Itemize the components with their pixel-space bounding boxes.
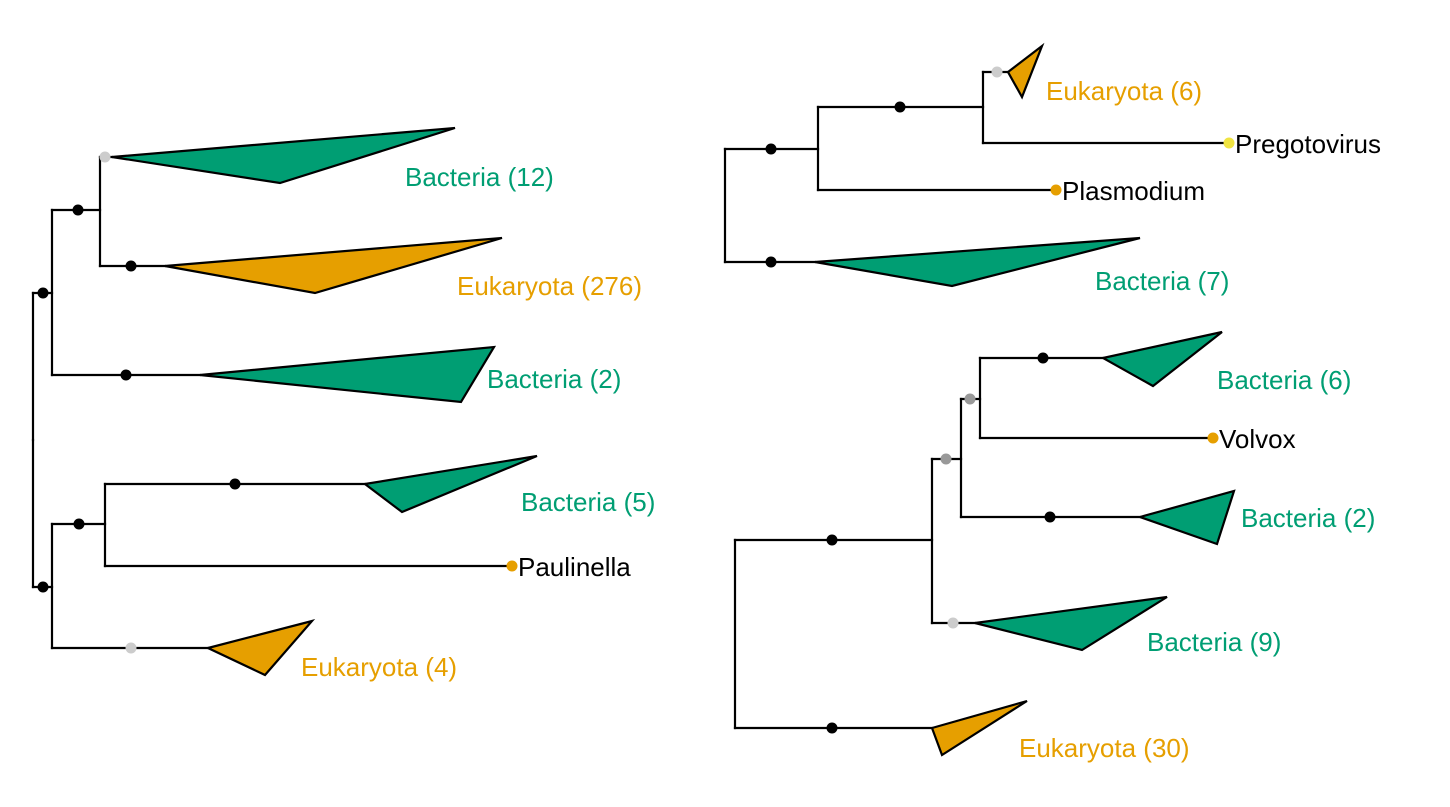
clade-label: Bacteria (9) — [1147, 627, 1281, 657]
clade-triangle-eukaryota — [1006, 42, 1045, 100]
branch — [50, 522, 210, 650]
right-bottom-tree: Bacteria (6) Volvox Bacteria (2) Bacteri… — [733, 330, 1375, 763]
support-dot — [73, 518, 85, 530]
leaf-label: Volvox — [1219, 424, 1296, 454]
support-dot — [229, 478, 241, 490]
branch — [959, 397, 1142, 519]
support-dot — [940, 453, 952, 465]
support-dot — [125, 260, 137, 272]
support-dot — [72, 204, 84, 216]
right-top-tree: Eukaryota (6) Pregotovirus Plasmodium Ba… — [723, 42, 1381, 296]
support-dot — [99, 151, 111, 163]
clade-label: Bacteria (6) — [1217, 365, 1351, 395]
branch — [31, 291, 54, 589]
support-dot — [765, 143, 777, 155]
support-dot — [120, 369, 132, 381]
clade-label: Eukaryota (6) — [1046, 76, 1202, 106]
clade-label: Eukaryota (276) — [457, 271, 642, 301]
leaf-tip-dot — [1223, 137, 1235, 149]
support-dot — [1044, 511, 1056, 523]
support-dot — [1037, 352, 1049, 364]
clade-triangle-bacteria — [814, 236, 1141, 288]
support-dot — [37, 581, 49, 593]
leaf-tip-dot — [1207, 432, 1219, 444]
support-dot — [894, 101, 906, 113]
clade-label: Eukaryota (30) — [1019, 733, 1190, 763]
clade-triangle-bacteria — [199, 345, 497, 404]
clade-label: Bacteria (5) — [521, 487, 655, 517]
clade-label: Bacteria (7) — [1095, 266, 1229, 296]
leaf-tip-dot — [506, 560, 518, 572]
clade-triangle-eukaryota — [930, 699, 1028, 757]
support-dot — [964, 393, 976, 405]
branch — [816, 105, 1057, 192]
clade-triangle-bacteria — [111, 126, 456, 185]
support-dot — [991, 66, 1003, 78]
clade-triangle-bacteria — [1136, 489, 1236, 546]
left-tree: Bacteria (12) Eukaryota (276) Bacteria (… — [31, 126, 655, 682]
branch — [723, 147, 820, 264]
branch — [930, 457, 977, 625]
branch — [50, 208, 202, 377]
clade-triangle-eukaryota — [204, 619, 316, 677]
leaf-label: Pregotovirus — [1235, 129, 1381, 159]
leaf-tip-dot — [1050, 184, 1062, 196]
clade-triangle-bacteria — [1099, 330, 1223, 388]
branch — [103, 482, 512, 568]
leaf-label: Plasmodium — [1062, 176, 1205, 206]
clade-label: Bacteria (12) — [405, 162, 554, 192]
clade-label: Bacteria (2) — [1241, 503, 1375, 533]
clade-label: Bacteria (2) — [487, 364, 621, 394]
support-dot — [125, 642, 137, 654]
clade-triangle-bacteria — [974, 595, 1168, 652]
branch — [733, 538, 934, 730]
branch — [978, 356, 1215, 440]
leaf-label: Paulinella — [518, 552, 631, 582]
support-dot — [37, 287, 49, 299]
support-dot — [826, 722, 838, 734]
clade-triangle-eukaryota — [164, 236, 503, 295]
support-dot — [947, 617, 959, 629]
branch — [98, 155, 167, 268]
support-dot — [826, 534, 838, 546]
clade-label: Eukaryota (4) — [301, 652, 457, 682]
clade-triangle-bacteria — [362, 454, 538, 514]
support-dot — [765, 256, 777, 268]
